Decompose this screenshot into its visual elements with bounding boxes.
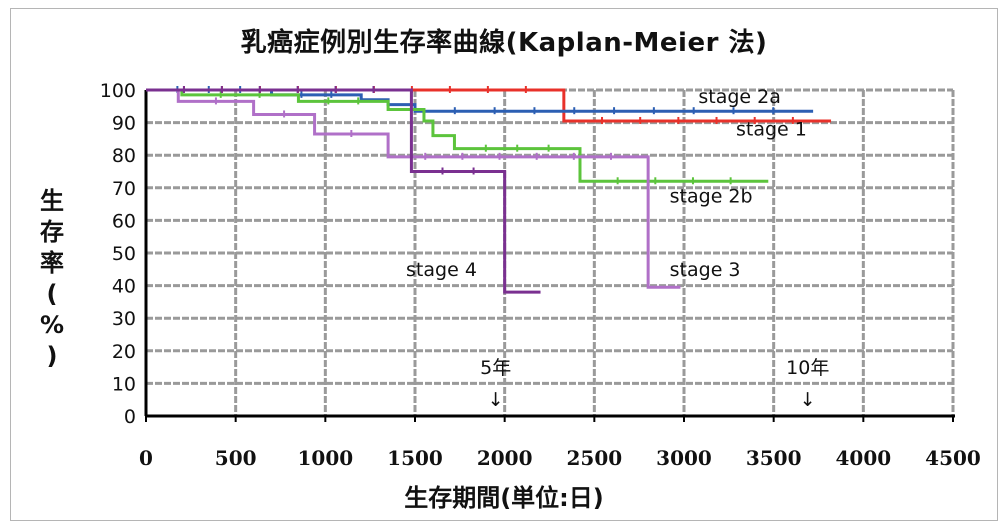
year-marker-label: 10年: [786, 357, 829, 379]
axes: [144, 90, 955, 422]
series-line-stage-3: [146, 88, 681, 289]
chart-title: 乳癌症例別生存率曲線(Kaplan-Meier 法): [240, 28, 768, 58]
y-tick-label: 90: [112, 113, 136, 135]
x-tick-label: 4000: [835, 446, 891, 470]
series-line-stage-2a: [146, 88, 814, 113]
y-tick-label: 0: [124, 406, 136, 428]
y-tick-label: 80: [112, 145, 136, 167]
x-tick-label: 3000: [656, 446, 712, 470]
y-tick-label: 10: [112, 373, 136, 395]
x-tick-label: 2000: [477, 446, 533, 470]
x-tick-label: 500: [215, 446, 257, 470]
y-tick-label: 40: [112, 276, 136, 298]
annotations: stage 2a stage 1 stage 2b stage 4 stage 3 5年 ↓…: [406, 86, 829, 411]
y-tick-label: 70: [112, 178, 136, 200]
series-line-stage-2b: [146, 88, 769, 183]
x-tick-label: 4500: [925, 446, 981, 470]
grid-lines: [146, 88, 955, 416]
year-marker-arrow: ↓: [488, 389, 504, 411]
x-tick-label: 0: [139, 446, 153, 470]
series-annotation: stage 3: [670, 259, 741, 281]
series-line-stage-4: [146, 88, 541, 294]
year-marker-arrow: ↓: [800, 389, 816, 411]
x-tick-label: 3500: [746, 446, 802, 470]
series-annotation: stage 1: [736, 119, 807, 141]
x-tick-label: 1000: [297, 446, 353, 470]
x-axis-title: 生存期間(単位:日): [404, 484, 604, 512]
year-marker-label: 5年: [480, 357, 511, 379]
y-tick-label: 50: [112, 243, 136, 265]
series-lines: [146, 86, 832, 294]
x-tick-label: 2500: [566, 446, 622, 470]
y-tick-label: 60: [112, 210, 136, 232]
series-annotation: stage 2a: [698, 86, 781, 108]
y-axis-title: 生存率(%): [39, 187, 65, 370]
series-annotation: stage 4: [406, 259, 477, 281]
x-tick-label: 1500: [387, 446, 443, 470]
y-tick-label: 20: [112, 341, 136, 363]
series-annotation: stage 2b: [670, 185, 753, 207]
y-tick-label: 100: [100, 80, 136, 102]
y-tick-label: 30: [112, 308, 136, 330]
